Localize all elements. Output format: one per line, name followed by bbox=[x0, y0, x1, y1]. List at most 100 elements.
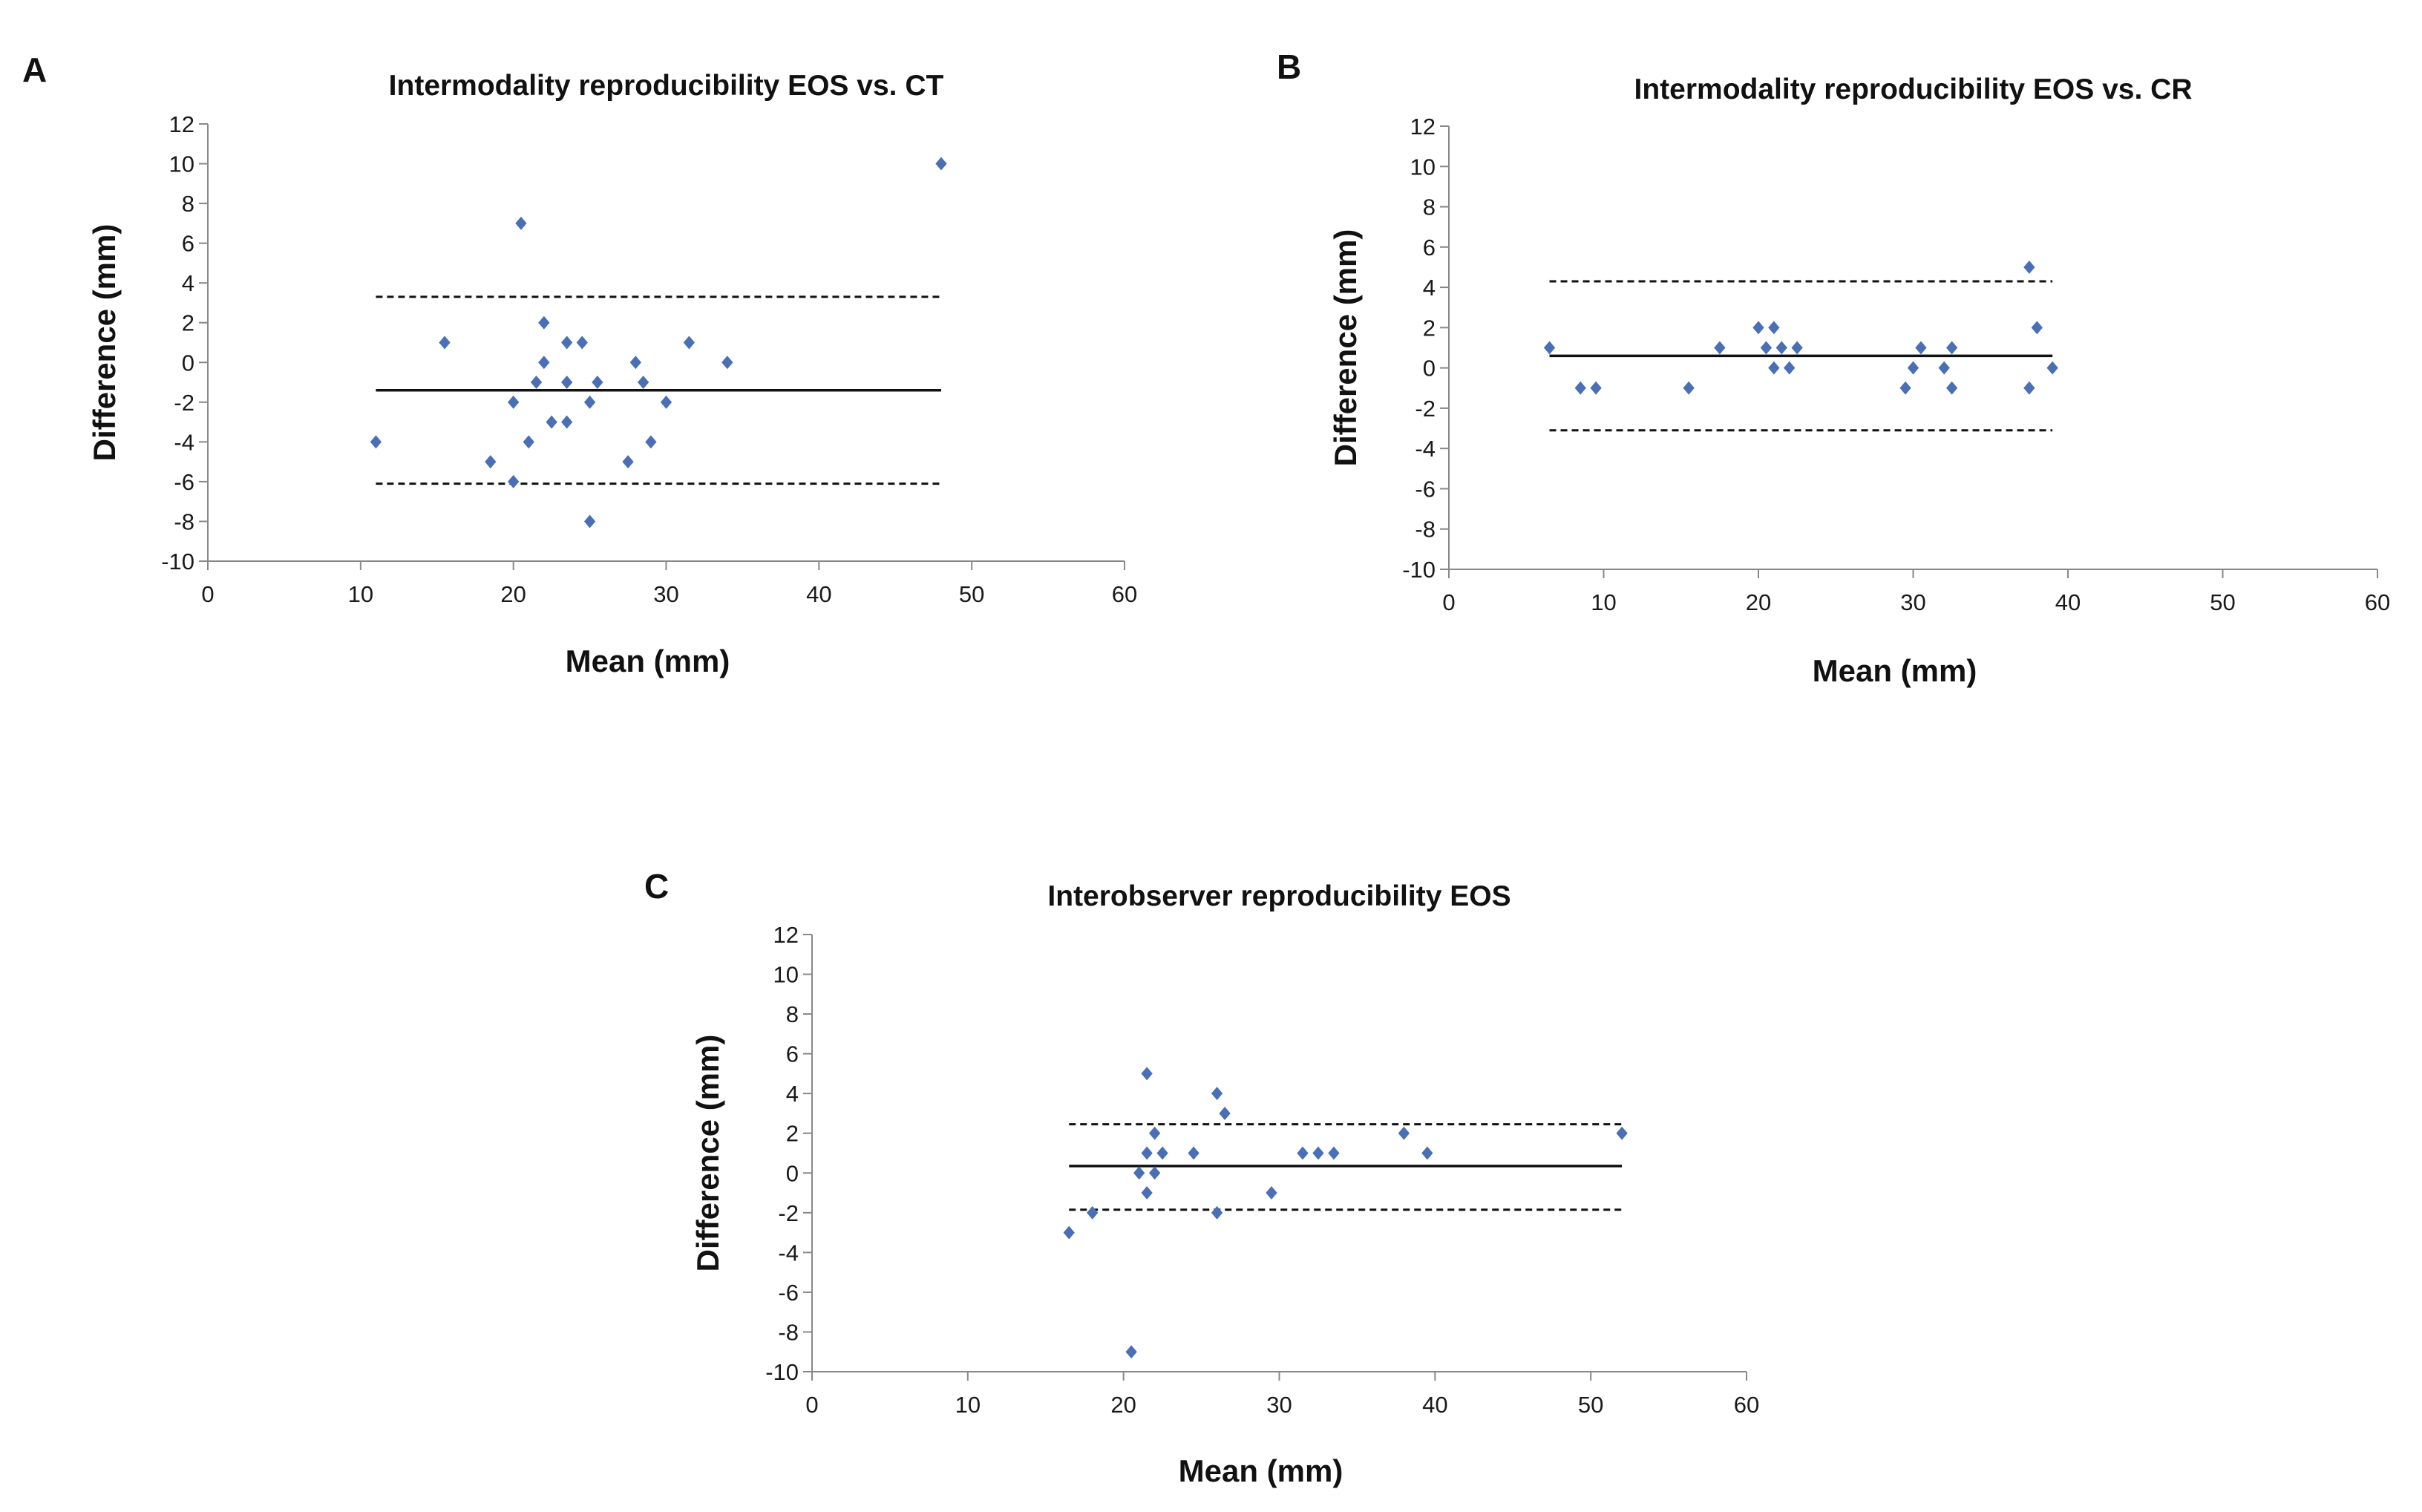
y-tick-label: 6 bbox=[1423, 235, 1436, 261]
chart-title-c: Interobserver reproducibility EOS bbox=[1047, 880, 1511, 912]
x-tick-label: 20 bbox=[1746, 589, 1771, 615]
data-point bbox=[683, 336, 695, 350]
data-point bbox=[530, 376, 543, 390]
x-tick-label: 20 bbox=[1110, 1392, 1136, 1418]
data-point bbox=[1188, 1146, 1199, 1160]
y-tick-label: 4 bbox=[786, 1081, 799, 1107]
data-point bbox=[546, 415, 557, 429]
data-point bbox=[561, 336, 573, 350]
y-tick-label: -10 bbox=[765, 1359, 799, 1385]
y-tick-label: -10 bbox=[161, 549, 194, 575]
data-point bbox=[561, 415, 573, 429]
data-point bbox=[1398, 1126, 1410, 1140]
data-point bbox=[660, 395, 672, 409]
data-point bbox=[1312, 1146, 1324, 1160]
data-point bbox=[721, 356, 733, 370]
data-point bbox=[645, 435, 657, 449]
data-point bbox=[1768, 321, 1780, 335]
y-tick-label: 8 bbox=[786, 1001, 799, 1027]
panel-letter-a: A bbox=[22, 50, 47, 89]
data-point bbox=[592, 376, 603, 390]
data-point bbox=[629, 356, 641, 370]
x-tick-label: 30 bbox=[1266, 1392, 1292, 1418]
y-axis-label: Difference (mm) bbox=[1328, 229, 1363, 467]
data-point bbox=[1768, 361, 1780, 375]
x-tick-label: 10 bbox=[955, 1392, 981, 1418]
panel-c: C Interobserver reproducibility EOS -10 -8 -… bbox=[644, 867, 1759, 1488]
x-tick-label: 0 bbox=[805, 1392, 818, 1418]
y-tick-label: -2 bbox=[174, 390, 194, 416]
panel-letter-b: B bbox=[1277, 48, 1301, 86]
data-point bbox=[439, 336, 451, 350]
data-point bbox=[1141, 1186, 1153, 1200]
y-tick-label: 2 bbox=[1423, 315, 1436, 341]
data-point bbox=[1683, 381, 1695, 395]
x-tick-label: 30 bbox=[653, 581, 678, 607]
x-axis-label: Mean (mm) bbox=[1179, 1453, 1343, 1488]
data-point bbox=[1752, 321, 1764, 335]
x-tick-label: 50 bbox=[959, 581, 984, 607]
data-point bbox=[1148, 1166, 1161, 1180]
y-tick-label: -8 bbox=[778, 1319, 799, 1345]
data-point bbox=[1156, 1146, 1168, 1160]
data-point bbox=[2023, 260, 2035, 274]
x-tick-label: 40 bbox=[1422, 1392, 1447, 1418]
y-tick-label: 10 bbox=[169, 151, 194, 177]
data-point bbox=[1141, 1146, 1153, 1160]
chart-title-a: Intermodality reproducibility EOS vs. CT bbox=[389, 70, 944, 102]
y-tick-label: -4 bbox=[1415, 436, 1436, 462]
x-tick-label: 40 bbox=[806, 581, 831, 607]
data-point bbox=[1211, 1205, 1223, 1220]
y-tick-label: 8 bbox=[182, 191, 194, 217]
x-tick-label: 20 bbox=[500, 581, 526, 607]
y-tick-label: 6 bbox=[786, 1041, 799, 1067]
data-point bbox=[1266, 1186, 1277, 1200]
x-tick-label: 60 bbox=[1734, 1392, 1759, 1418]
data-point bbox=[1219, 1106, 1231, 1120]
y-tick-label: -2 bbox=[778, 1200, 799, 1226]
data-point bbox=[1087, 1205, 1099, 1220]
x-tick-label: 0 bbox=[1442, 589, 1455, 615]
y-tick-label: -10 bbox=[1402, 557, 1436, 583]
data-point bbox=[1938, 361, 1950, 375]
x-tick-label: 60 bbox=[1112, 581, 1137, 607]
y-tick-label: 0 bbox=[1423, 356, 1436, 382]
data-point bbox=[1211, 1087, 1223, 1101]
data-point bbox=[538, 356, 550, 370]
data-point bbox=[1945, 381, 1958, 395]
data-point bbox=[1791, 341, 1803, 355]
data-point bbox=[561, 376, 573, 390]
data-point bbox=[515, 216, 527, 230]
data-point bbox=[1714, 341, 1726, 355]
y-tick-label: -8 bbox=[1415, 517, 1436, 543]
x-tick-label: 60 bbox=[2365, 589, 2390, 615]
y-tick-label: 0 bbox=[786, 1160, 799, 1186]
y-tick-label: -4 bbox=[174, 429, 194, 455]
x-tick-label: 50 bbox=[2210, 589, 2235, 615]
y-tick-label: -2 bbox=[1415, 396, 1436, 422]
data-point bbox=[1590, 381, 1602, 395]
data-point bbox=[1760, 341, 1773, 355]
data-point bbox=[1784, 361, 1796, 375]
data-point bbox=[2031, 321, 2043, 335]
panel-letter-c: C bbox=[644, 867, 669, 906]
data-point bbox=[508, 474, 520, 488]
y-tick-label: -8 bbox=[174, 508, 194, 534]
y-tick-label: -4 bbox=[778, 1240, 799, 1266]
data-point bbox=[508, 395, 520, 409]
data-point bbox=[1775, 341, 1787, 355]
data-point bbox=[1141, 1067, 1153, 1081]
y-axis-label: Difference (mm) bbox=[87, 224, 122, 462]
data-point bbox=[1574, 381, 1586, 395]
data-point bbox=[935, 157, 947, 171]
panel-a: A Intermodality reproducibility EOS vs. C… bbox=[22, 50, 1137, 678]
y-tick-label: 2 bbox=[786, 1121, 799, 1147]
y-tick-label: -6 bbox=[778, 1280, 799, 1306]
data-point bbox=[485, 455, 497, 469]
y-tick-label: 10 bbox=[1410, 154, 1436, 180]
data-point bbox=[1616, 1126, 1628, 1140]
y-tick-label: 12 bbox=[169, 111, 194, 137]
data-point bbox=[583, 514, 596, 528]
data-point bbox=[1297, 1146, 1309, 1160]
